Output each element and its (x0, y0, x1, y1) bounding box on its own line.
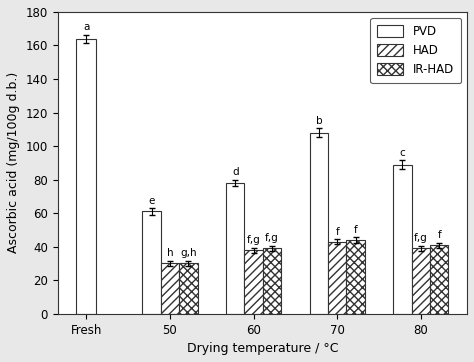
Text: b: b (316, 116, 322, 126)
Text: f,g: f,g (246, 235, 260, 245)
Text: f: f (335, 227, 339, 237)
Text: d: d (232, 167, 238, 177)
Text: g,h: g,h (180, 248, 197, 258)
Bar (161, 264, 179, 314)
Text: f: f (438, 230, 441, 240)
Text: h: h (167, 248, 173, 258)
Text: f: f (354, 225, 357, 235)
Bar (411, 248, 430, 314)
Text: c: c (400, 148, 405, 158)
Legend: PVD, HAD, IR-HAD: PVD, HAD, IR-HAD (370, 18, 461, 83)
Bar (142, 211, 161, 314)
Text: f,g: f,g (414, 233, 428, 243)
Bar (179, 264, 198, 314)
Bar (245, 250, 263, 314)
Text: e: e (148, 195, 155, 206)
Bar (393, 165, 411, 314)
Bar (310, 133, 328, 314)
Bar (430, 245, 448, 314)
Bar (226, 183, 245, 314)
Text: a: a (83, 22, 90, 32)
X-axis label: Drying temperature / °C: Drying temperature / °C (187, 342, 338, 355)
Bar (328, 242, 346, 314)
Bar (76, 39, 96, 314)
Text: f,g: f,g (265, 233, 279, 243)
Bar (263, 248, 281, 314)
Y-axis label: Ascorbic acid (mg/100g d.b.): Ascorbic acid (mg/100g d.b.) (7, 72, 20, 253)
Bar (346, 240, 365, 314)
